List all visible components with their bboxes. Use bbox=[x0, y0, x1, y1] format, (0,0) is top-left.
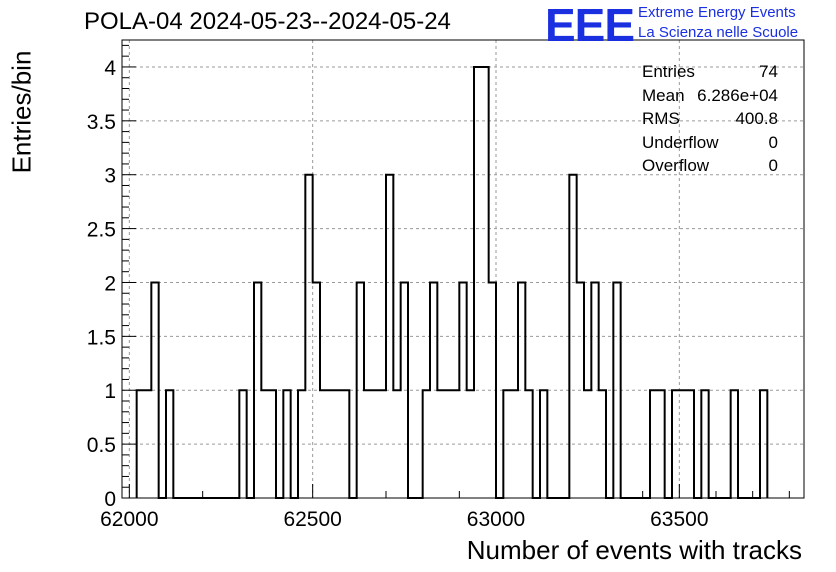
stats-underflow-label: Underflow bbox=[642, 132, 719, 152]
stats-box: Entries 74 Mean 6.286e+04 RMS 400.8 Unde… bbox=[642, 60, 778, 178]
stats-row-mean: Mean 6.286e+04 bbox=[642, 84, 778, 108]
y-tick-label: 0 bbox=[104, 488, 116, 511]
logo-caption-line2: La Scienza nelle Scuole bbox=[638, 24, 799, 41]
stats-entries-value: 74 bbox=[759, 62, 778, 81]
logo-caption-line1: Extreme Energy Events bbox=[638, 4, 796, 21]
stats-underflow-value: 0 bbox=[768, 132, 778, 152]
stats-overflow-label: Overflow bbox=[642, 156, 710, 175]
x-tick-label: 63000 bbox=[467, 508, 525, 531]
logo-caption: Extreme Energy Events La Scienza nelle S… bbox=[638, 3, 798, 43]
x-tick-label: 62000 bbox=[100, 508, 158, 531]
stats-row-overflow: Overflow 0 bbox=[642, 154, 778, 178]
x-tick-label: 63500 bbox=[650, 508, 708, 531]
histogram-line bbox=[135, 65, 769, 499]
stats-rms-label: RMS bbox=[642, 109, 680, 128]
y-tick-label: 0.5 bbox=[87, 434, 116, 457]
stats-mean-value: 6.286e+04 bbox=[697, 85, 778, 105]
stats-rms-value: 400.8 bbox=[735, 109, 778, 128]
stats-row-underflow: Underflow 0 bbox=[642, 131, 778, 155]
stats-row-entries: Entries 74 bbox=[642, 60, 778, 84]
stats-row-rms: RMS 400.8 bbox=[642, 107, 778, 131]
eee-logo: EEE bbox=[545, 0, 635, 51]
y-tick-label: 1.5 bbox=[87, 326, 116, 349]
y-tick-label: 1 bbox=[104, 380, 116, 403]
y-tick-label: 4 bbox=[104, 57, 116, 80]
plot-frame bbox=[121, 39, 805, 499]
stats-overflow-value: 0 bbox=[768, 156, 778, 175]
chart-title: POLA-04 2024-05-23--2024-05-24 bbox=[84, 8, 451, 35]
y-tick-label: 3.5 bbox=[87, 111, 116, 134]
stats-mean-label: Mean bbox=[642, 85, 685, 105]
x-tick-label: 62500 bbox=[283, 508, 341, 531]
y-tick-label: 3 bbox=[104, 165, 116, 188]
stats-entries-label: Entries bbox=[642, 62, 695, 81]
x-axis-label: Number of events with tracks bbox=[466, 535, 802, 565]
y-tick-label: 2.5 bbox=[87, 219, 116, 242]
y-tick-label: 2 bbox=[104, 272, 116, 295]
y-axis-label: Entries/bin bbox=[6, 50, 37, 174]
